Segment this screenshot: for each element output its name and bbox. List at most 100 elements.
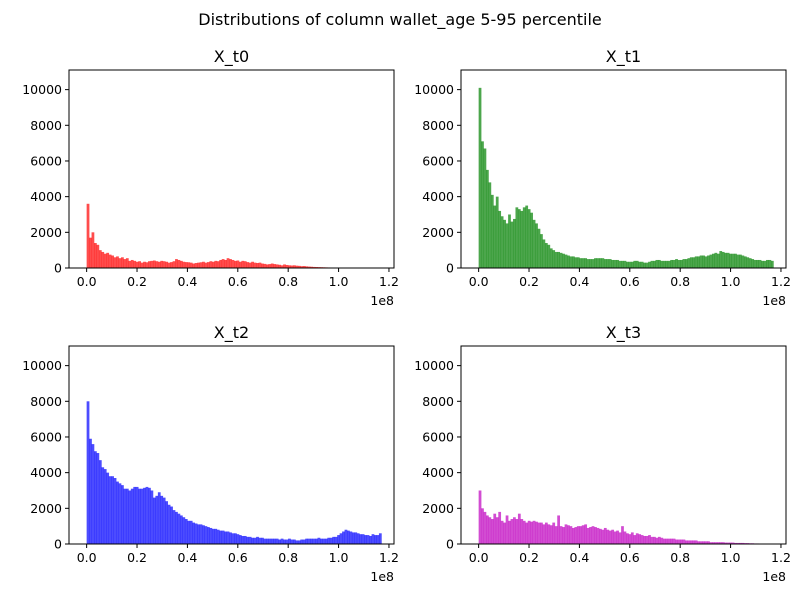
histogram-bar <box>135 486 139 544</box>
histogram-bar <box>581 525 585 544</box>
histogram-bar <box>549 525 553 544</box>
x-tick-label: 0.8 <box>670 274 690 289</box>
histogram-bar <box>547 524 551 544</box>
histogram-bar <box>542 239 546 268</box>
histogram-bar <box>490 519 494 544</box>
histogram-bar <box>94 451 97 544</box>
subplot-2: 0 2000 4000 6000 8000 10000 0.0 0.2 0.4 0.6 0.8 1.0… <box>414 47 791 308</box>
subplot-3: 0 2000 4000 6000 8000 10000 0.0 0.2 0.4 0.6 0.8 1.0… <box>22 323 399 584</box>
histogram-bar <box>719 542 723 544</box>
histogram-bar <box>628 261 632 268</box>
histogram-bar <box>640 261 644 268</box>
histogram-bar <box>574 527 578 544</box>
histogram-bar <box>704 256 708 268</box>
histogram-bar <box>559 252 563 268</box>
histogram-bar <box>537 228 541 268</box>
histogram-bar <box>721 251 725 268</box>
histogram-bar <box>483 148 487 268</box>
histogram-bar <box>584 524 588 544</box>
histogram-bar <box>599 528 602 544</box>
histogram-bar <box>283 539 286 544</box>
histogram-bar <box>648 261 651 268</box>
histogram-bar <box>596 527 600 544</box>
histogram-bar <box>702 541 705 544</box>
axes-frame <box>68 69 395 269</box>
histogram-bar <box>687 258 691 268</box>
histogram-bar <box>579 526 583 544</box>
histogram-bar <box>522 520 526 544</box>
histogram-bar <box>236 534 240 544</box>
histogram-bar <box>280 538 284 544</box>
histogram-bar <box>251 537 254 544</box>
histogram-bar <box>675 259 678 268</box>
histogram-bar <box>515 207 519 268</box>
histogram-bars <box>86 401 382 544</box>
histogram-bar <box>121 257 124 268</box>
histogram-bar <box>618 260 622 268</box>
histogram-bar <box>677 539 681 544</box>
histogram-bar <box>741 255 745 268</box>
histogram-bar <box>623 260 627 268</box>
histogram-bar <box>265 264 269 268</box>
histogram-bar <box>559 526 563 544</box>
histogram-bar <box>221 259 225 268</box>
histogram-bar <box>564 254 568 268</box>
figure-title: Distributions of column wallet_age 5-95 … <box>198 10 601 30</box>
histogram-bar <box>187 262 191 268</box>
histogram-bar <box>138 488 141 544</box>
histogram-bar <box>633 260 637 268</box>
histogram-bar <box>278 264 281 268</box>
histogram-bar <box>292 265 296 268</box>
histogram-bar <box>207 527 210 544</box>
histogram-bar <box>179 515 183 544</box>
histogram-bar <box>672 259 676 268</box>
histogram-bar <box>194 523 198 544</box>
histogram-bar <box>211 261 215 268</box>
histogram-bar <box>89 237 92 268</box>
histogram-bar <box>125 258 129 268</box>
histogram-bar <box>133 260 137 268</box>
histogram-bar <box>525 522 529 544</box>
histogram-bar <box>238 535 242 544</box>
histogram-bar <box>544 243 548 268</box>
x-tick-label: 1.2 <box>771 550 791 565</box>
histogram-bar <box>226 258 230 268</box>
histogram-bar <box>655 259 659 268</box>
histogram-bar <box>187 520 191 544</box>
histogram-bar <box>219 259 223 268</box>
histogram-bar <box>295 265 299 268</box>
histogram-bar <box>361 534 365 544</box>
histogram-bar <box>229 259 232 268</box>
histogram-bar <box>152 497 156 544</box>
histogram-bar <box>238 261 242 268</box>
histogram-bar <box>505 515 509 544</box>
histogram-bar <box>305 266 309 268</box>
histogram-bar <box>606 259 610 268</box>
histogram-bar <box>574 257 578 268</box>
histogram-bar <box>608 530 612 544</box>
histogram-bar <box>662 538 666 544</box>
histogram-bar <box>554 251 558 268</box>
x-tick-label: 0.0 <box>77 550 97 565</box>
histogram-bar <box>709 254 713 268</box>
x-tick-label: 0.2 <box>519 550 539 565</box>
x-tick-label: 0.2 <box>519 274 539 289</box>
histogram-bar <box>310 266 313 268</box>
histogram-bar <box>162 497 166 544</box>
histogram-bar <box>508 214 511 268</box>
histogram-bars <box>86 203 363 268</box>
histogram-bar <box>591 259 595 268</box>
histogram-bar <box>535 223 538 268</box>
histogram-bar <box>253 262 257 268</box>
y-tick-label: 4000 <box>30 465 62 480</box>
histogram-bar <box>209 261 213 268</box>
histogram-bar <box>486 515 489 544</box>
histogram-bar <box>91 444 95 544</box>
histogram-bar <box>184 262 188 268</box>
histogram-bar <box>763 260 767 268</box>
histogram-bar <box>645 535 649 544</box>
histogram-bar <box>481 141 484 268</box>
histogram-bar <box>569 526 573 544</box>
histogram-bar <box>371 534 375 544</box>
